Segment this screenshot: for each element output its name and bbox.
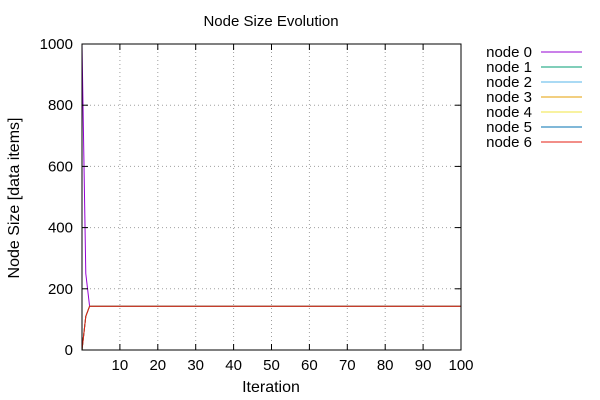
axis-ticks: 0 200 400 600 800 1000 10 20 30 40 50 60 70 80 90 100 [40, 36, 474, 374]
legend-item: node 4 [486, 104, 582, 121]
legend-label: node 3 [486, 89, 532, 106]
legend-label: node 5 [486, 119, 532, 136]
x-tick-label: 90 [415, 357, 432, 374]
legend-item: node 6 [486, 134, 582, 151]
series-line-node-6 [81, 305, 461, 351]
y-tick-label: 0 [65, 342, 73, 359]
grid-lines [82, 44, 461, 350]
x-tick-label: 10 [112, 357, 129, 374]
legend-label: node 2 [486, 74, 532, 91]
y-tick-label: 600 [48, 158, 73, 175]
y-tick-label: 1000 [40, 36, 73, 53]
y-tick-label: 400 [48, 220, 73, 237]
legend-label: node 0 [486, 44, 532, 61]
x-tick-label: 30 [187, 357, 204, 374]
legend-label: node 1 [486, 59, 532, 76]
legend-item: node 5 [486, 119, 582, 136]
data-series [81, 43, 461, 351]
legend-label: node 6 [486, 134, 532, 151]
chart-title: Node Size Evolution [203, 13, 338, 30]
y-tick-label: 200 [48, 281, 73, 298]
x-tick-label: 100 [448, 357, 473, 374]
legend-label: node 4 [486, 104, 532, 121]
x-tick-label: 40 [225, 357, 242, 374]
y-tick-label: 800 [48, 97, 73, 114]
y-axis-label: Node Size [data items] [6, 118, 23, 279]
legend-item: node 1 [486, 59, 582, 76]
x-tick-label: 60 [301, 357, 318, 374]
x-tick-label: 70 [339, 357, 356, 374]
legend-item: node 0 [486, 44, 582, 61]
x-axis-label: Iteration [242, 379, 300, 396]
x-tick-label: 20 [149, 357, 166, 374]
x-tick-label: 80 [377, 357, 394, 374]
legend-item: node 3 [486, 89, 582, 106]
legend-item: node 2 [486, 74, 582, 91]
series-line-node-0 [81, 43, 461, 307]
x-tick-label: 50 [263, 357, 280, 374]
